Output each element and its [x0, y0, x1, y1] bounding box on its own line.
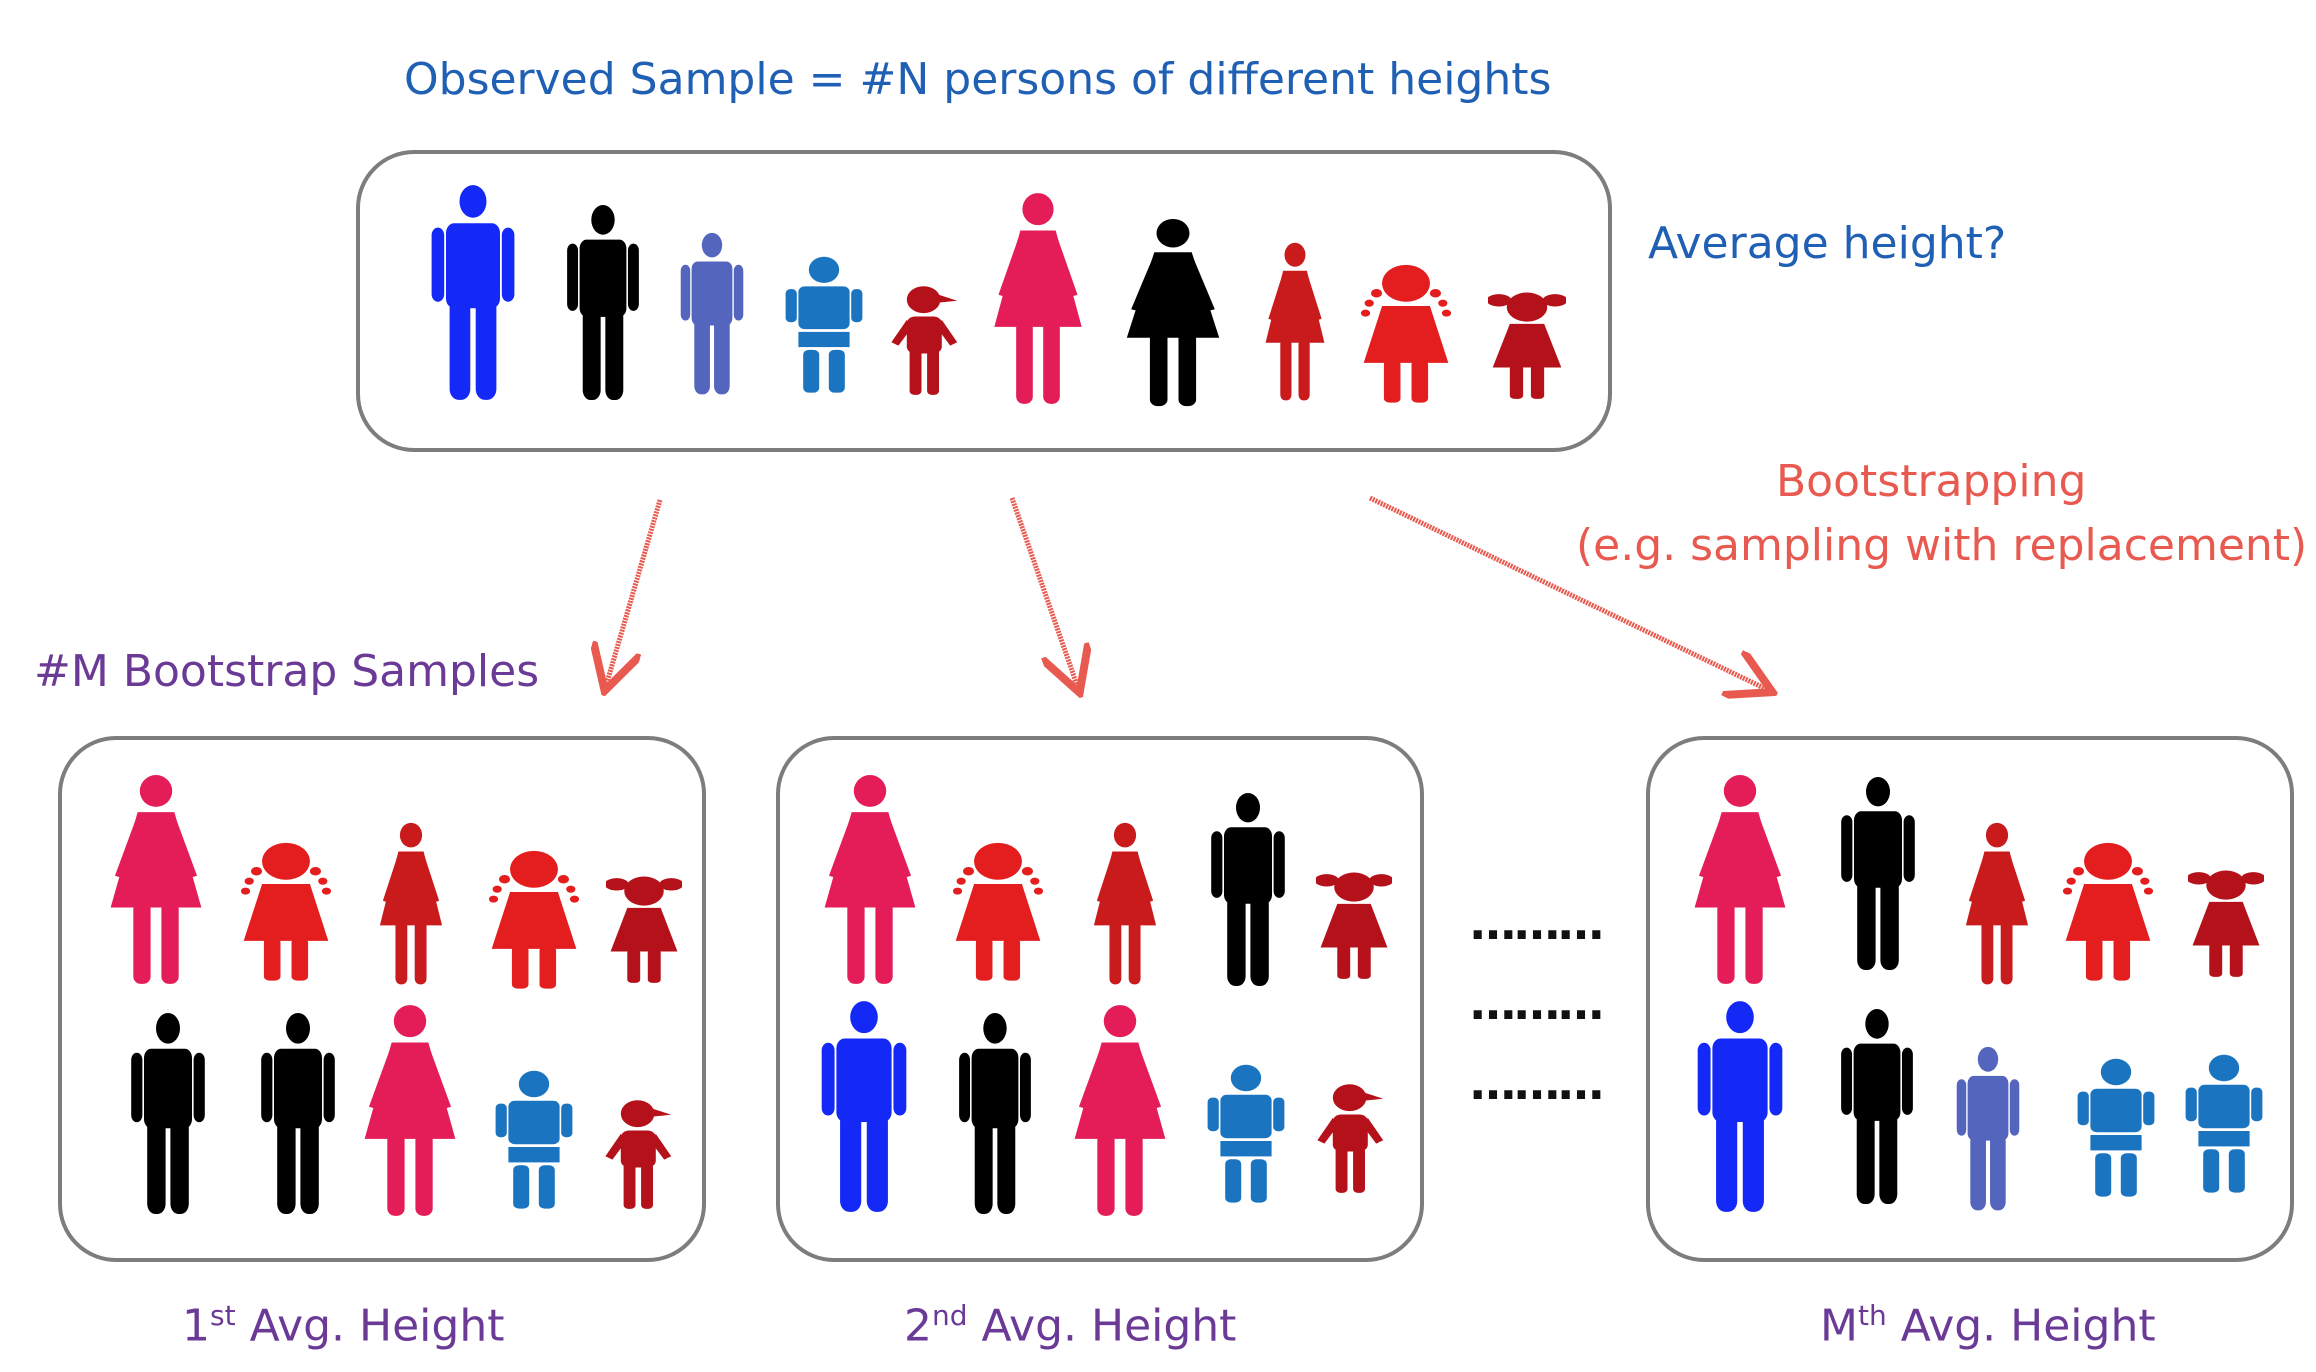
woman-brick-icon: [1088, 822, 1162, 986]
arrow-to-sample-m: [1368, 495, 1768, 690]
average-height-question: Average height?: [1648, 218, 2007, 269]
bootstrapping-label: Bootstrapping: [1776, 456, 2087, 507]
woman-brick-icon: [1960, 822, 2034, 986]
woman-pink-icon: [102, 774, 210, 986]
diagram-title: Observed Sample = #N persons of differen…: [404, 54, 1552, 105]
tall-man-blue-icon: [1694, 1000, 1786, 1214]
woman-pink-icon: [1686, 774, 1794, 986]
boy-teal-icon: [2184, 1054, 2264, 1194]
girl-red-icon: [2062, 840, 2154, 982]
man-black-icon: [128, 1012, 208, 1216]
boy-teal-icon: [1206, 1064, 1286, 1204]
girl-red-icon: [1360, 262, 1452, 404]
boy-teal-icon: [2076, 1058, 2156, 1198]
tall-man-blue-icon: [428, 184, 518, 402]
boy-teal-icon: [784, 256, 864, 394]
arrow-to-sample-1: [606, 499, 663, 686]
result-label-2: 2nd Avg. Height: [904, 1299, 1237, 1352]
result-label-1: 1st Avg. Height: [182, 1299, 505, 1352]
man-black-icon: [1208, 792, 1288, 988]
toddler-darkred-icon: [1316, 1082, 1386, 1194]
tall-man-blue-icon: [818, 1000, 910, 1214]
man-black-icon: [258, 1012, 338, 1216]
bootstrap-samples-label: #M Bootstrap Samples: [34, 646, 540, 697]
man-black-icon: [1838, 1008, 1916, 1206]
man-black-icon: [1838, 776, 1918, 972]
ellipsis-row-3: ………: [1470, 1056, 1604, 1110]
man-black-icon: [564, 204, 642, 402]
girl-red-icon: [488, 848, 580, 990]
woman-pink-icon: [1066, 1004, 1174, 1218]
woman-brick-icon: [374, 822, 448, 986]
toddler-darkred-icon: [890, 284, 960, 396]
ellipsis-row-1: ………: [1470, 896, 1604, 950]
sampling-with-replacement-label: (e.g. sampling with replacement): [1576, 520, 2308, 571]
pigtail-girl-darkred-icon: [1488, 288, 1566, 400]
woman-brick-icon: [1260, 242, 1330, 402]
man-black-icon: [956, 1012, 1034, 1216]
pigtail-girl-darkred-icon: [1316, 868, 1392, 980]
woman-black-icon: [1118, 218, 1228, 408]
woman-pink-icon: [356, 1004, 464, 1218]
man-slate-icon: [678, 232, 746, 396]
boy-teal-icon: [494, 1070, 574, 1210]
ellipsis-row-2: ………: [1470, 976, 1604, 1030]
pigtail-girl-darkred-icon: [2188, 866, 2264, 978]
toddler-darkred-icon: [604, 1098, 674, 1210]
arrow-to-sample-2: [1009, 497, 1078, 688]
girl-red-icon: [240, 840, 332, 982]
woman-pink-icon: [816, 774, 924, 986]
pigtail-girl-darkred-icon: [606, 872, 682, 984]
girl-red-icon: [952, 840, 1044, 982]
woman-pink-icon: [986, 192, 1090, 406]
result-label-m: Mth Avg. Height: [1820, 1299, 2156, 1352]
man-slate-icon: [1954, 1046, 2022, 1212]
